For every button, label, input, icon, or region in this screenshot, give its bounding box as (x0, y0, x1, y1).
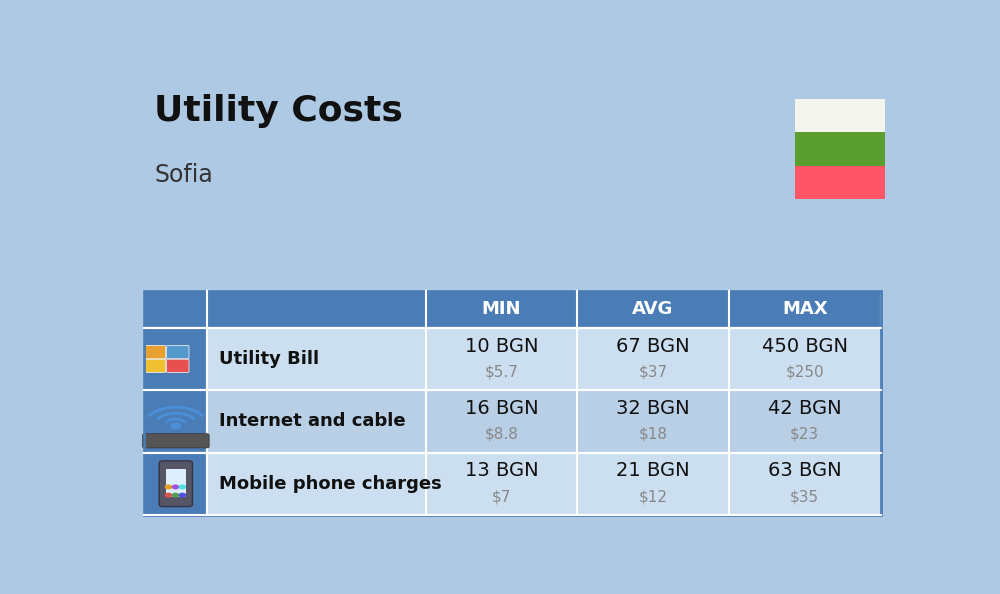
FancyBboxPatch shape (207, 328, 881, 390)
Text: Utility Costs: Utility Costs (154, 94, 403, 128)
FancyBboxPatch shape (207, 390, 881, 453)
Text: MAX: MAX (782, 301, 828, 318)
Text: 450 BGN: 450 BGN (762, 337, 848, 356)
Text: 10 BGN: 10 BGN (465, 337, 538, 356)
Circle shape (165, 494, 172, 497)
FancyBboxPatch shape (144, 453, 207, 515)
FancyBboxPatch shape (159, 461, 192, 507)
FancyBboxPatch shape (795, 99, 885, 132)
Text: $8.8: $8.8 (484, 426, 518, 442)
FancyBboxPatch shape (167, 346, 189, 359)
FancyBboxPatch shape (142, 434, 209, 448)
FancyBboxPatch shape (167, 359, 189, 372)
Text: 21 BGN: 21 BGN (616, 462, 690, 481)
FancyBboxPatch shape (143, 359, 166, 372)
FancyBboxPatch shape (795, 166, 885, 200)
Text: $250: $250 (785, 364, 824, 380)
Text: Utility Bill: Utility Bill (219, 350, 319, 368)
Text: 16 BGN: 16 BGN (465, 399, 538, 418)
FancyBboxPatch shape (795, 132, 885, 166)
Text: $12: $12 (639, 489, 668, 504)
Text: 67 BGN: 67 BGN (616, 337, 690, 356)
Text: $7: $7 (492, 489, 511, 504)
FancyBboxPatch shape (207, 453, 881, 515)
Text: $23: $23 (790, 426, 819, 442)
FancyBboxPatch shape (166, 469, 186, 497)
Circle shape (165, 485, 172, 489)
FancyBboxPatch shape (143, 346, 166, 359)
FancyBboxPatch shape (144, 390, 207, 453)
Circle shape (171, 423, 180, 429)
Text: 63 BGN: 63 BGN (768, 462, 842, 481)
Text: AVG: AVG (632, 301, 674, 318)
Text: $18: $18 (639, 426, 668, 442)
Circle shape (172, 494, 179, 497)
Text: $5.7: $5.7 (484, 364, 518, 380)
Circle shape (179, 485, 186, 489)
Circle shape (179, 494, 186, 497)
Text: Mobile phone charges: Mobile phone charges (219, 475, 442, 493)
FancyBboxPatch shape (144, 328, 207, 390)
FancyBboxPatch shape (144, 291, 881, 328)
Text: $35: $35 (790, 489, 819, 504)
Text: $37: $37 (639, 364, 668, 380)
Text: MIN: MIN (482, 301, 521, 318)
Text: 32 BGN: 32 BGN (616, 399, 690, 418)
Circle shape (172, 485, 179, 489)
Text: 42 BGN: 42 BGN (768, 399, 842, 418)
Text: 13 BGN: 13 BGN (465, 462, 538, 481)
Text: Sofia: Sofia (154, 163, 213, 187)
Text: Internet and cable: Internet and cable (219, 412, 406, 431)
